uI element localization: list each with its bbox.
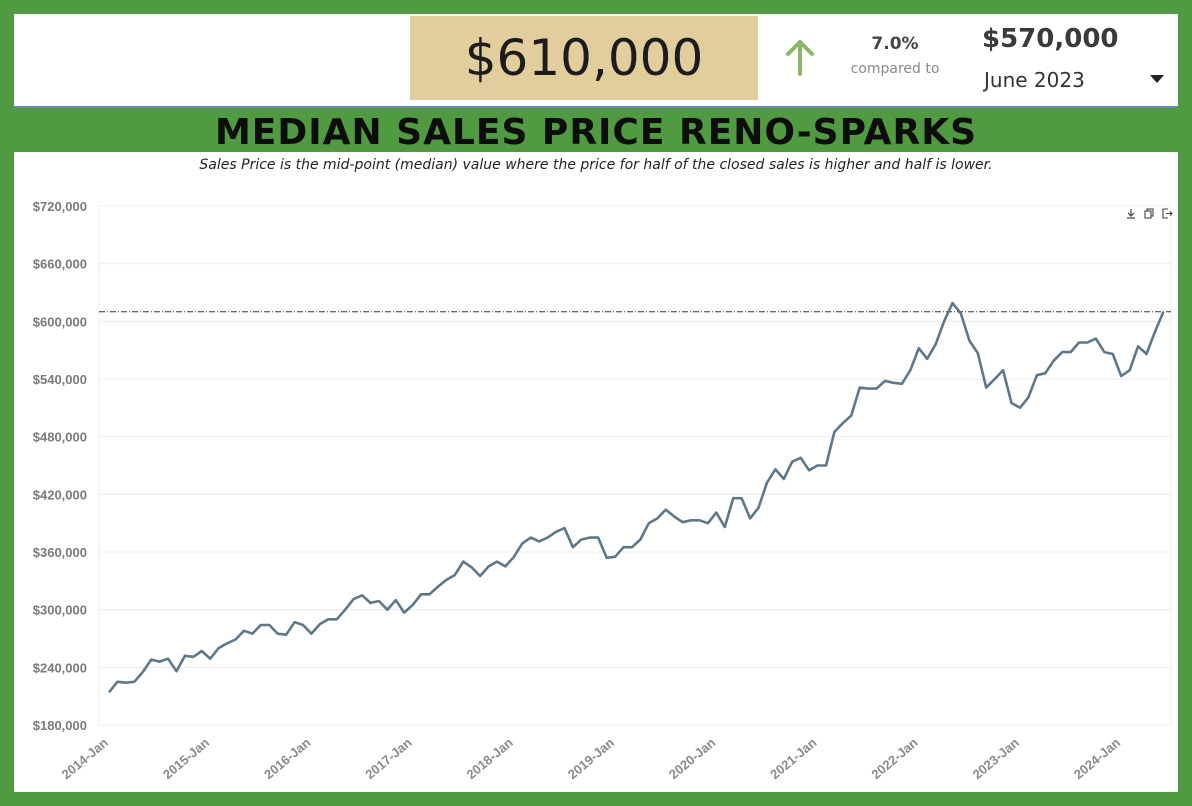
x-tick-label: 2022-Jan: [868, 735, 920, 782]
y-tick-label: $540,000: [33, 372, 87, 387]
x-tick-label: 2016-Jan: [261, 735, 313, 782]
chart-toolbar: [1127, 208, 1173, 219]
chevron-down-icon[interactable]: [1150, 75, 1164, 83]
y-tick-label: $360,000: [33, 545, 87, 560]
grid: [98, 205, 1172, 726]
y-tick-label: $600,000: [33, 314, 87, 329]
chart-subtitle: Sales Price is the mid-point (median) va…: [199, 157, 993, 173]
x-tick-label: 2014-Jan: [59, 735, 111, 782]
page-title: MEDIAN SALES PRICE RENO-SPARKS: [214, 112, 978, 153]
x-axis: 2014-Jan 2015-Jan 2016-Jan 2017-Jan 2018-Jan…: [59, 735, 1124, 782]
arrow-up-icon: [786, 40, 814, 76]
kpi-bar: $610,000 7.0% compared to $570,000 June …: [14, 14, 1178, 108]
chart-panel: Sales Price is the mid-point (median) va…: [14, 152, 1178, 792]
median-price-chart: $180,000 $240,000 $300,000 $360,000 $420,000…: [33, 199, 1173, 782]
x-tick-label: 2023-Jan: [970, 735, 1022, 782]
y-tick-label: $480,000: [33, 430, 87, 445]
series-line: [107, 301, 1165, 694]
y-tick-label: $660,000: [33, 257, 87, 272]
y-tick-label: $420,000: [33, 487, 87, 502]
copy-icon[interactable]: [1144, 208, 1154, 219]
x-tick-label: 2017-Jan: [362, 735, 414, 782]
x-tick-label: 2015-Jan: [160, 735, 212, 782]
compare-value: $570,000: [982, 24, 1119, 54]
current-median-price: $610,000: [410, 16, 758, 100]
download-icon[interactable]: [1127, 209, 1135, 219]
change-percent: 7.0%: [871, 34, 919, 54]
y-tick-label: $720,000: [33, 199, 87, 214]
compared-to-label: compared to: [850, 61, 940, 77]
y-tick-label: $240,000: [33, 660, 87, 675]
export-icon[interactable]: [1162, 208, 1173, 219]
x-tick-label: 2021-Jan: [767, 735, 819, 782]
x-tick-label: 2020-Jan: [666, 735, 718, 782]
x-tick-label: 2024-Jan: [1071, 735, 1123, 782]
compare-period-select[interactable]: June 2023: [984, 68, 1085, 92]
x-tick-label: 2019-Jan: [565, 735, 617, 782]
y-axis: $180,000 $240,000 $300,000 $360,000 $420,000…: [33, 199, 87, 733]
x-tick-label: 2018-Jan: [464, 735, 516, 782]
y-tick-label: $300,000: [33, 603, 87, 618]
y-tick-label: $180,000: [33, 718, 87, 733]
